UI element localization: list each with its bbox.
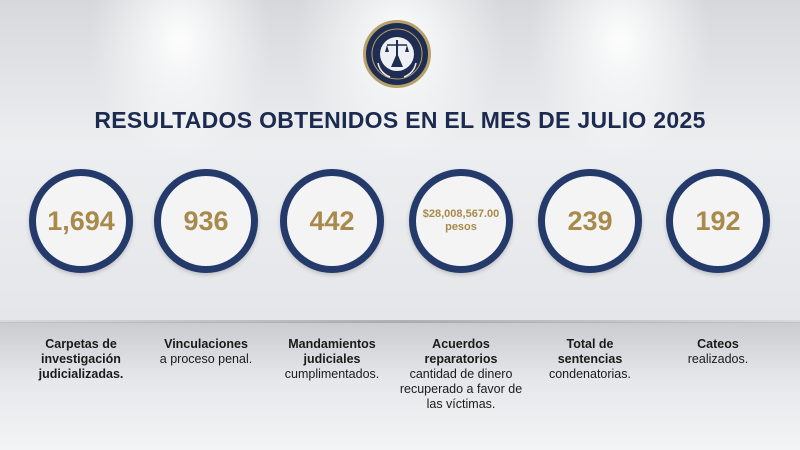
stat-label-text: cumplimentados.	[284, 367, 380, 381]
stat-value: 192	[695, 205, 741, 236]
stat-value: $28,008,567.00	[422, 207, 500, 220]
stat-value: 1,694	[47, 205, 115, 236]
stat-circle-acuerdos: $28,008,567.00 pesos	[409, 169, 513, 273]
page-title: RESULTADOS OBTENIDOS EN EL MES DE JULIO …	[94, 107, 706, 133]
stat-label-bold: Acuerdos reparatorios	[424, 337, 498, 366]
stat-label-bold: Total de sentencias	[557, 337, 623, 366]
justice-seal-icon	[363, 20, 431, 88]
stat-label-text: a proceso penal.	[159, 352, 253, 366]
stat-label-bold: Cateos	[697, 337, 739, 351]
background-floor	[0, 322, 800, 450]
stat-value: 239	[567, 205, 613, 236]
stat-unit: pesos	[445, 221, 477, 233]
stat-label-mandamientos: Mandamientos judiciales cumplimentados.	[268, 337, 396, 382]
stat-label-bold: Mandamientos judiciales	[288, 337, 376, 366]
stat-label-sentencias: Total de sentencias condenatorias.	[526, 337, 654, 382]
stat-label-carpetas: Carpetas de investigación judicializadas…	[17, 337, 145, 382]
floor-divider	[0, 320, 800, 323]
stat-label-text: condenatorias.	[548, 367, 631, 381]
stat-label-bold: Carpetas de	[45, 337, 117, 351]
stat-label-bold: Vinculaciones	[164, 337, 248, 351]
stat-circle-sentencias: 239	[538, 169, 642, 273]
stat-label-acuerdos: Acuerdos reparatorios cantidad de dinero…	[397, 337, 525, 412]
stat-label-vinculaciones: Vinculaciones a proceso penal.	[142, 337, 270, 367]
stat-label-text: realizados.	[687, 352, 749, 366]
stat-circle-carpetas: 1,694	[29, 169, 133, 273]
stat-value: 936	[183, 205, 229, 236]
stat-circle-vinculaciones: 936	[154, 169, 258, 273]
stat-circle-mandamientos: 442	[280, 169, 384, 273]
stat-label-text: investigación judicializadas.	[38, 352, 124, 381]
stat-label-text: cantidad de dinero recuperado a favor de…	[399, 367, 523, 411]
stat-circle-cateos: 192	[666, 169, 770, 273]
stat-value: 442	[309, 205, 355, 236]
stat-label-cateos: Cateos realizados.	[654, 337, 782, 367]
